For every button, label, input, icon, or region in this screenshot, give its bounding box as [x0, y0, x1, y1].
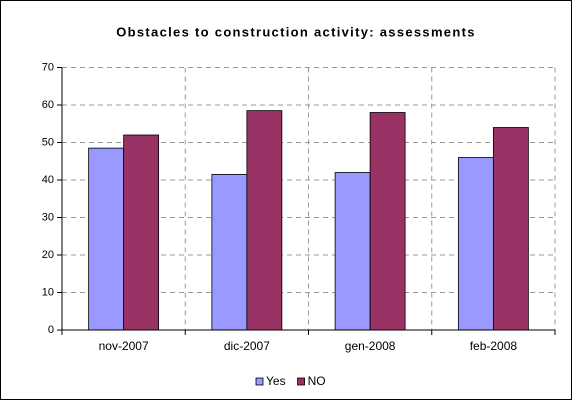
chart-title: Obstacles to construction activity: asse… [116, 24, 475, 39]
y-tick-label: 40 [42, 174, 54, 186]
bar [123, 134, 160, 331]
y-tick-label: 50 [42, 136, 54, 148]
bar [457, 157, 494, 331]
x-tick-label: feb-2008 [470, 339, 518, 353]
legend-swatch [297, 377, 305, 386]
y-tick-label: 30 [42, 211, 54, 223]
bar [334, 172, 371, 331]
x-tick-label: dic-2007 [224, 339, 270, 353]
legend-label: Yes [266, 374, 286, 388]
bar [369, 112, 406, 331]
legend-label: NO [308, 374, 326, 388]
y-tick-label: 10 [42, 286, 54, 298]
x-tick-label: nov-2007 [99, 339, 149, 353]
x-tick-label: gen-2008 [345, 339, 396, 353]
y-tick-label: 60 [42, 99, 54, 111]
legend-swatch [255, 377, 264, 386]
y-tick-label: 70 [42, 61, 54, 73]
y-tick-label: 0 [48, 324, 54, 336]
bar [211, 173, 248, 331]
y-tick-label: 20 [42, 249, 54, 261]
bar [88, 147, 125, 331]
bar [492, 127, 529, 331]
bar [246, 110, 283, 331]
